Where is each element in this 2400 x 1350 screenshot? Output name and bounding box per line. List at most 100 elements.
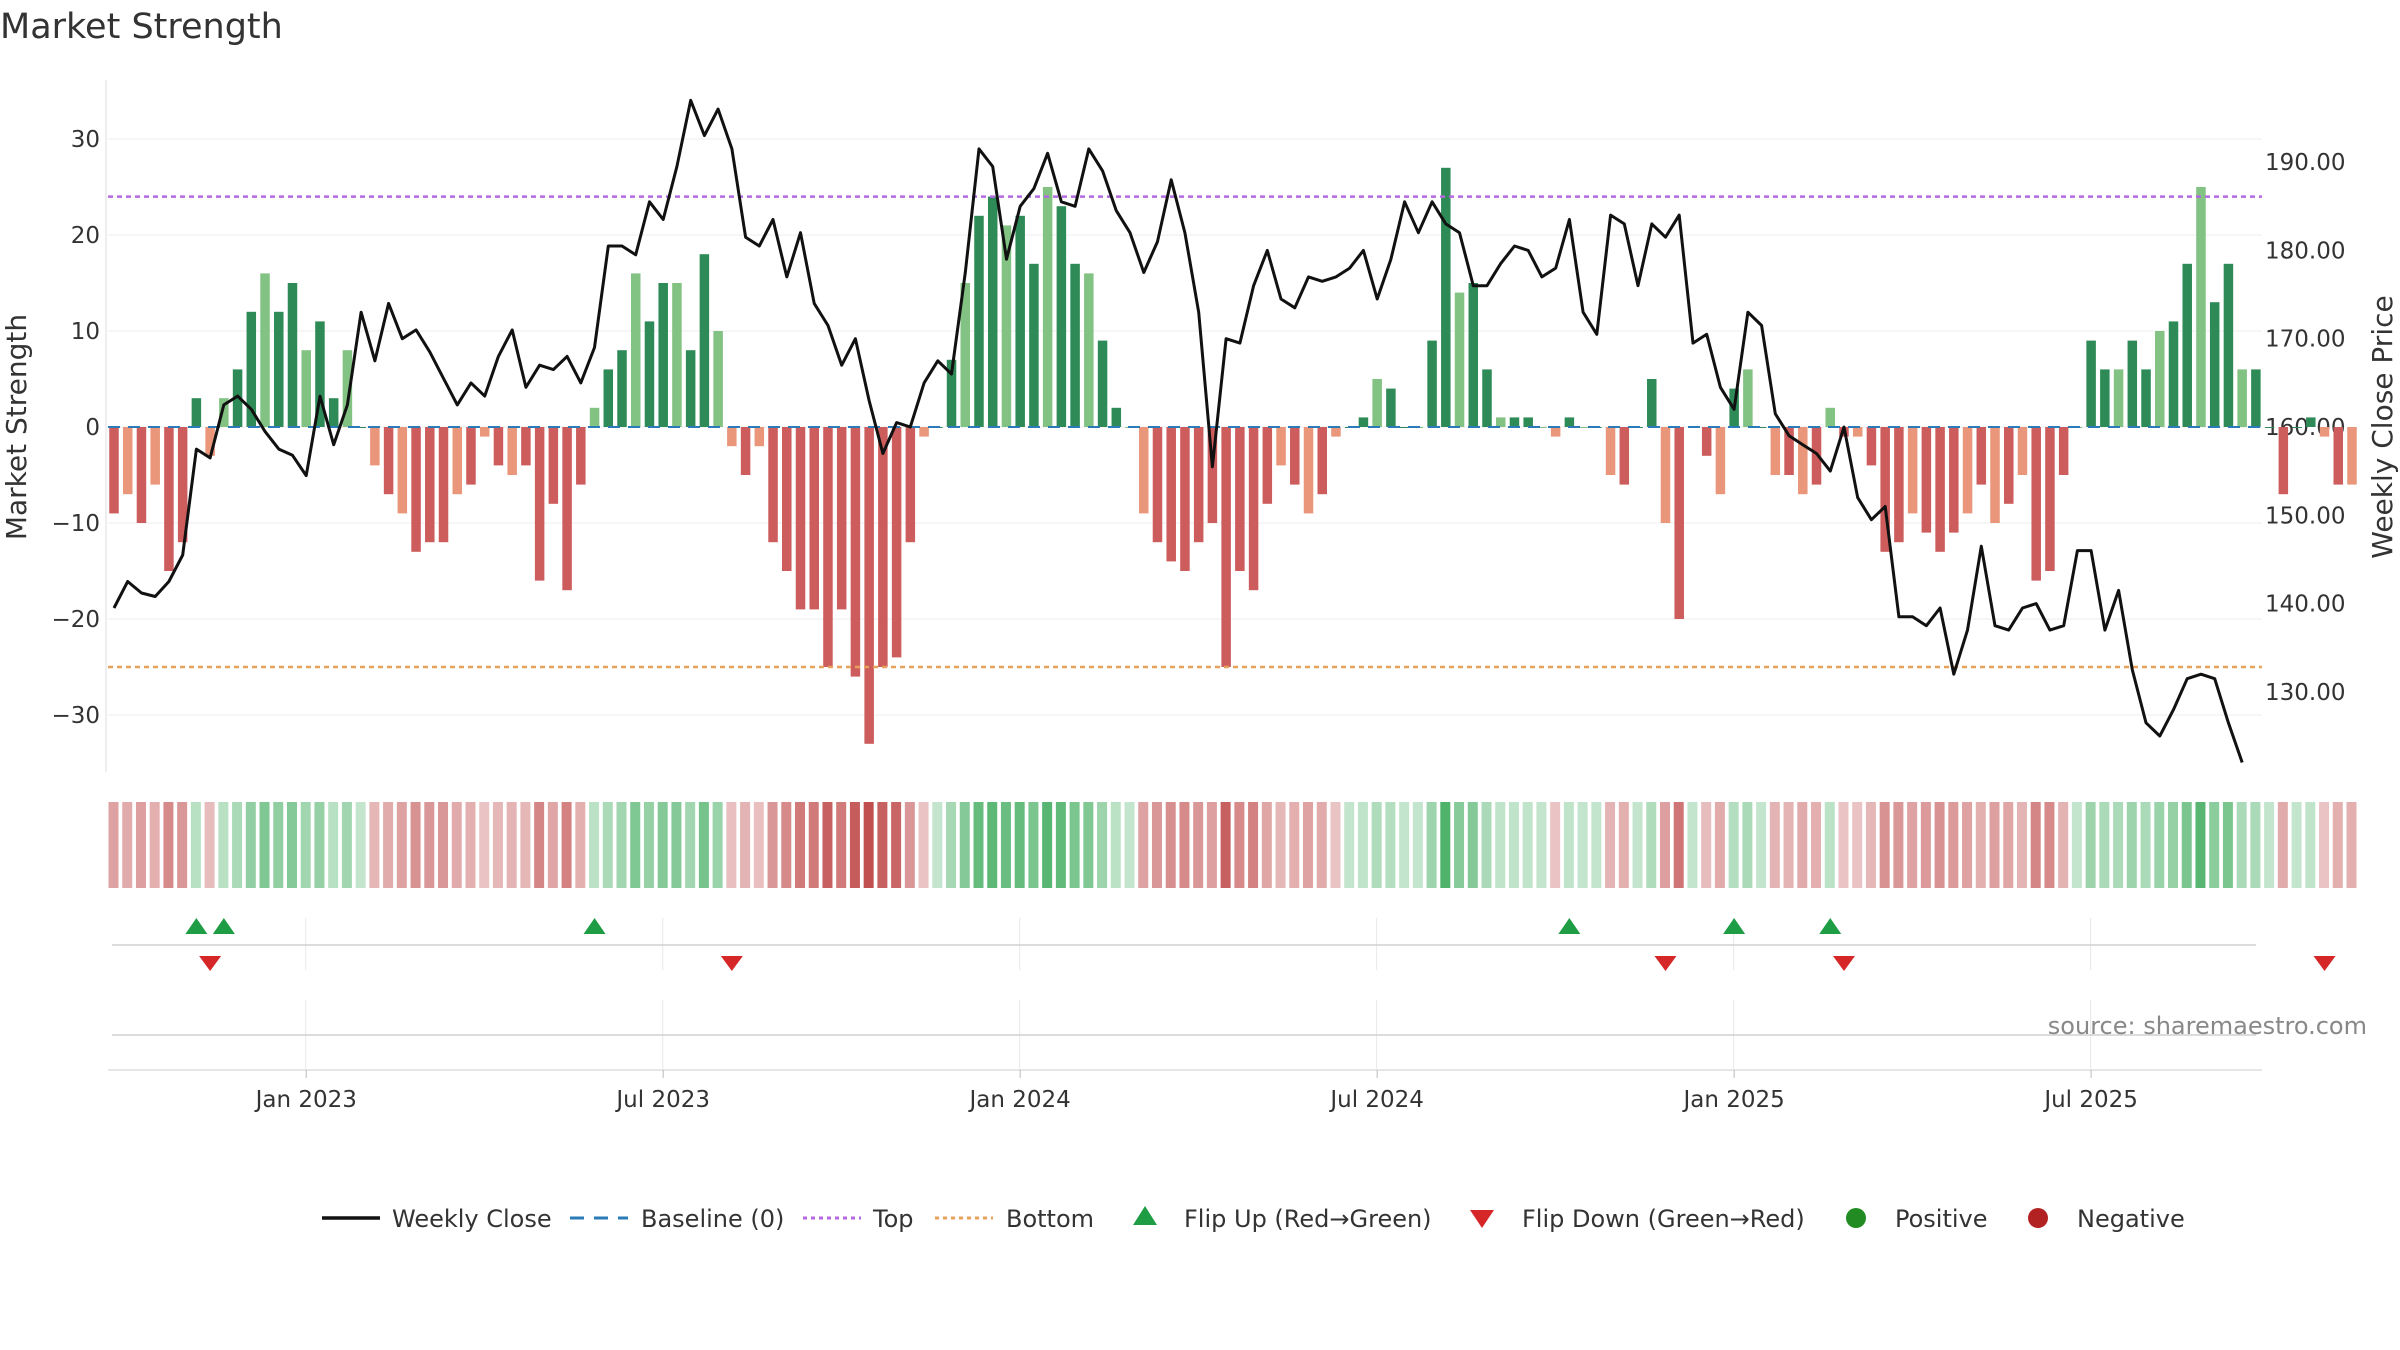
strength-bar	[2182, 263, 2192, 427]
heat-cell	[1879, 802, 1890, 888]
heat-cell	[1714, 802, 1725, 888]
x-tick-label: Jan 2023	[254, 1087, 357, 1113]
heat-cell	[245, 802, 256, 888]
heat-cell	[1893, 802, 1904, 888]
strength-bar	[1001, 225, 1012, 427]
heat-cell	[561, 802, 572, 888]
heat-cell	[108, 802, 119, 888]
heat-cell	[753, 802, 764, 888]
heat-cell	[273, 802, 284, 888]
heat-cell	[1330, 802, 1341, 888]
right-tick-label: 170.00	[2265, 327, 2345, 353]
strength-bar	[150, 427, 160, 485]
strength-bar	[1111, 407, 1122, 427]
strength-bar	[2209, 302, 2220, 427]
heat-cell	[1907, 802, 1918, 888]
heat-cell	[712, 802, 723, 888]
heat-cell	[671, 802, 682, 888]
heat-cell	[2332, 802, 2343, 888]
strength-bar	[2141, 369, 2151, 427]
strength-bar	[2319, 427, 2330, 437]
heat-cell	[2236, 802, 2247, 888]
strength-bar	[1262, 427, 1273, 504]
heat-cell	[2085, 802, 2096, 888]
strength-bar	[1976, 427, 1987, 485]
strength-bar	[301, 350, 311, 427]
heat-cell	[259, 802, 270, 888]
left-axis: 30 20 10 0 −10 −20 −30	[51, 80, 107, 772]
heat-cell	[698, 802, 709, 888]
heat-cell	[1563, 802, 1574, 888]
strength-bar	[1550, 427, 1561, 437]
heat-cell	[781, 802, 792, 888]
heat-cell	[506, 802, 517, 888]
heat-cell	[630, 802, 641, 888]
strength-bar	[1509, 417, 1520, 427]
heat-cell	[2126, 802, 2137, 888]
strength-bar	[782, 427, 792, 571]
heat-cell	[451, 802, 462, 888]
heat-cell	[1934, 802, 1945, 888]
strength-bar	[1564, 417, 1575, 427]
heat-cell	[1769, 802, 1780, 888]
strength-bar	[1784, 427, 1794, 475]
heat-cell	[1920, 802, 1931, 888]
heat-cell	[177, 802, 188, 888]
heat-cell	[657, 802, 668, 888]
strength-bar	[2003, 427, 2014, 504]
heat-cell	[1783, 802, 1794, 888]
heat-cell	[863, 802, 874, 888]
strength-bar	[370, 427, 380, 466]
heat-cell	[1303, 802, 1314, 888]
heat-cell	[149, 802, 160, 888]
heat-cell	[1962, 802, 1973, 888]
heat-cell	[1838, 802, 1849, 888]
strength-bar	[1468, 283, 1479, 427]
left-tick-label: −10	[51, 511, 100, 537]
heat-cell	[1536, 802, 1547, 888]
legend-label: Flip Up (Red→Green)	[1184, 1205, 1432, 1233]
heat-cell	[1852, 802, 1863, 888]
strength-bar	[2031, 427, 2041, 581]
heat-cell	[1097, 802, 1108, 888]
heat-cell	[1124, 802, 1135, 888]
x-tick-label: Jul 2025	[2042, 1087, 2138, 1113]
level-lines	[108, 195, 2262, 669]
strength-bar	[1303, 427, 1314, 514]
heat-cell	[2305, 802, 2316, 888]
right-tick-label: 190.00	[2265, 150, 2345, 176]
heat-cell	[1412, 802, 1423, 888]
legend-dot-icon	[2028, 1208, 2048, 1228]
heat-cell	[2209, 802, 2220, 888]
heat-cell	[1055, 802, 1066, 888]
strength-bar	[1949, 427, 1959, 533]
strength-bar	[1290, 427, 1300, 485]
legend-label: Baseline (0)	[641, 1205, 784, 1233]
heat-cell	[410, 802, 421, 888]
strength-bar	[2292, 427, 2302, 428]
weekly-close-line	[112, 98, 2244, 763]
strength-bar	[2223, 263, 2234, 427]
strength-bar	[2100, 369, 2110, 427]
strength-bar	[2017, 427, 2028, 475]
heat-cell	[1234, 802, 1245, 888]
heat-cell	[2099, 802, 2110, 888]
strength-bar	[411, 427, 421, 552]
flip-up-marker	[1819, 918, 1842, 934]
heat-cell	[1371, 802, 1382, 888]
legend-label: Negative	[2077, 1205, 2185, 1233]
heat-cell	[479, 802, 490, 888]
strength-bar	[328, 398, 339, 427]
strength-bar	[754, 427, 765, 447]
legend-label: Top	[872, 1205, 914, 1233]
strength-bar	[493, 427, 504, 466]
strength-bar	[740, 427, 751, 475]
strength-bar	[177, 427, 188, 543]
flip-down-marker	[1654, 956, 1677, 971]
flip-up-marker	[1723, 918, 1746, 934]
strength-bar	[1605, 427, 1616, 475]
heat-cell	[300, 802, 311, 888]
heat-cell	[2071, 802, 2082, 888]
heat-cell	[767, 802, 778, 888]
heat-cell	[190, 802, 201, 888]
